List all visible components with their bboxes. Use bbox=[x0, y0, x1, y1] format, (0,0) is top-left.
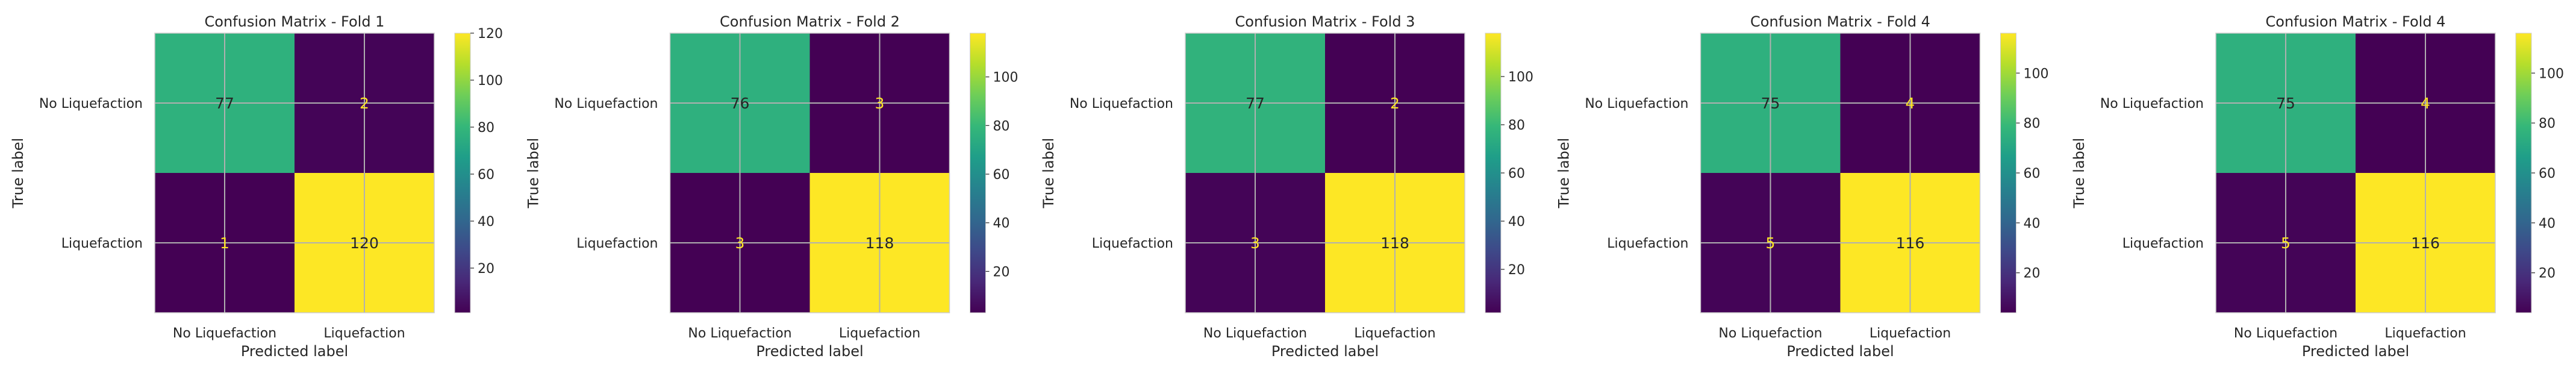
y-axis-label: True label bbox=[1040, 138, 1057, 209]
cell-value-label: 77 bbox=[215, 95, 234, 112]
colorbar-tick-label: 20 bbox=[2539, 266, 2556, 281]
colorbar-tick-label: 60 bbox=[1508, 166, 1525, 181]
chart-title: Confusion Matrix - Fold 4 bbox=[1750, 13, 1930, 30]
colorbar-tick-label: 80 bbox=[478, 121, 494, 136]
confusion-matrix-panel-1: Confusion Matrix - Fold 1 77 2 1 120 No Lique… bbox=[10, 13, 503, 360]
x-tick-label: Liquefaction bbox=[323, 326, 405, 341]
colorbar-tick-label: 20 bbox=[993, 265, 1010, 280]
y-tick-label: No Liquefaction bbox=[2100, 96, 2204, 111]
confusion-matrix-panel-5: Confusion Matrix - Fold 4 75 4 5 116 No Lique… bbox=[2071, 13, 2564, 360]
colorbar-tick-label: 20 bbox=[478, 262, 494, 277]
cell-value-label: 3 bbox=[875, 95, 885, 112]
cell-value-label: 75 bbox=[2276, 95, 2295, 112]
cell-value-label: 4 bbox=[2421, 95, 2430, 112]
y-tick-label: Liquefaction bbox=[61, 236, 143, 251]
x-tick-label: Liquefaction bbox=[2384, 326, 2466, 341]
y-tick-label: No Liquefaction bbox=[1585, 96, 1688, 111]
x-tick-label: No Liquefaction bbox=[2234, 326, 2337, 341]
colorbar-tick-label: 40 bbox=[478, 215, 494, 230]
colorbar-tick-label: 60 bbox=[2024, 166, 2041, 181]
x-axis-label: Predicted label bbox=[241, 343, 348, 360]
cell-value-label: 118 bbox=[865, 234, 894, 252]
cell-value-label: 1 bbox=[220, 234, 229, 252]
colorbar-tick-label: 40 bbox=[1508, 215, 1525, 230]
colorbar-tick-label: 60 bbox=[478, 168, 494, 183]
colorbar-tick-label: 60 bbox=[2539, 166, 2556, 181]
y-tick-label: No Liquefaction bbox=[1070, 96, 1173, 111]
colorbar bbox=[970, 33, 986, 313]
colorbar-tick-label: 100 bbox=[2539, 66, 2564, 81]
cell-value-label: 4 bbox=[1906, 95, 1915, 112]
colorbar-tick-label: 100 bbox=[2024, 66, 2049, 81]
cell-value-label: 2 bbox=[1390, 95, 1400, 112]
x-tick-label: Liquefaction bbox=[1354, 326, 1435, 341]
colorbar-tick-label: 120 bbox=[478, 27, 503, 42]
colorbar bbox=[2515, 33, 2532, 313]
cell-value-label: 118 bbox=[1380, 234, 1409, 252]
colorbar-tick-label: 80 bbox=[1508, 118, 1525, 133]
y-axis-label: True label bbox=[10, 138, 27, 209]
cell-value-label: 116 bbox=[1896, 234, 1925, 252]
y-tick-label: Liquefaction bbox=[576, 236, 658, 251]
x-axis-label: Predicted label bbox=[756, 343, 863, 360]
y-tick-label: Liquefaction bbox=[2122, 236, 2204, 251]
cell-value-label: 5 bbox=[2281, 234, 2291, 252]
y-tick-label: No Liquefaction bbox=[39, 96, 143, 111]
colorbar bbox=[2000, 33, 2016, 313]
axes-frame bbox=[2215, 33, 2496, 313]
colorbar-tick-label: 100 bbox=[478, 74, 503, 89]
x-tick-label: Liquefaction bbox=[839, 326, 920, 341]
confusion-matrix-panel-4: Confusion Matrix - Fold 4 75 4 5 116 No Lique… bbox=[1556, 13, 2049, 360]
cell-value-label: 5 bbox=[1766, 234, 1776, 252]
x-axis-label: Predicted label bbox=[1271, 343, 1379, 360]
cell-value-label: 75 bbox=[1761, 95, 1780, 112]
y-tick-label: No Liquefaction bbox=[554, 96, 658, 111]
y-tick-label: Liquefaction bbox=[1607, 236, 1688, 251]
cell-value-label: 116 bbox=[2411, 234, 2440, 252]
x-tick-label: No Liquefaction bbox=[173, 326, 276, 341]
y-axis-label: True label bbox=[525, 138, 542, 209]
y-axis-label: True label bbox=[2071, 138, 2088, 209]
colorbar-tick-label: 80 bbox=[2539, 116, 2556, 131]
colorbar-tick-label: 20 bbox=[1508, 263, 1525, 278]
cell-value-label: 2 bbox=[360, 95, 369, 112]
axes-frame bbox=[1185, 33, 1465, 313]
colorbar bbox=[1485, 33, 1502, 313]
axes-frame bbox=[154, 33, 435, 313]
colorbar-tick-label: 20 bbox=[2024, 266, 2041, 281]
colorbar-tick-label: 60 bbox=[993, 168, 1010, 183]
x-tick-label: No Liquefaction bbox=[1718, 326, 1822, 341]
colorbar bbox=[454, 33, 471, 313]
colorbar-tick-label: 80 bbox=[993, 119, 1010, 134]
colorbar-tick-label: 40 bbox=[2024, 216, 2041, 231]
axes-frame bbox=[669, 33, 950, 313]
chart-title: Confusion Matrix - Fold 1 bbox=[205, 13, 385, 30]
cell-value-label: 77 bbox=[1246, 95, 1265, 112]
x-tick-label: Liquefaction bbox=[1870, 326, 1951, 341]
colorbar-tick-label: 80 bbox=[2024, 116, 2041, 131]
x-tick-label: No Liquefaction bbox=[688, 326, 791, 341]
axes-frame bbox=[1700, 33, 1981, 313]
confusion-matrix-panel-2: Confusion Matrix - Fold 2 76 3 3 118 No Lique… bbox=[525, 13, 1018, 360]
x-axis-label: Predicted label bbox=[2302, 343, 2409, 360]
colorbar-tick-label: 40 bbox=[993, 216, 1010, 231]
colorbar-tick-label: 100 bbox=[1508, 70, 1533, 85]
chart-title: Confusion Matrix - Fold 2 bbox=[720, 13, 900, 30]
cell-value-label: 3 bbox=[735, 234, 745, 252]
cell-value-label: 3 bbox=[1250, 234, 1260, 252]
x-tick-label: No Liquefaction bbox=[1203, 326, 1307, 341]
colorbar-tick-label: 100 bbox=[993, 70, 1018, 86]
y-axis-label: True label bbox=[1556, 138, 1573, 209]
confusion-matrix-panel-3: Confusion Matrix - Fold 3 77 2 3 118 No Lique… bbox=[1040, 13, 1533, 360]
colorbar-tick-label: 40 bbox=[2539, 216, 2556, 231]
chart-title: Confusion Matrix - Fold 3 bbox=[1235, 13, 1415, 30]
x-axis-label: Predicted label bbox=[1786, 343, 1894, 360]
y-tick-label: Liquefaction bbox=[1092, 236, 1173, 251]
chart-title: Confusion Matrix - Fold 4 bbox=[2266, 13, 2446, 30]
cell-value-label: 76 bbox=[731, 95, 750, 112]
cell-value-label: 120 bbox=[350, 234, 379, 252]
